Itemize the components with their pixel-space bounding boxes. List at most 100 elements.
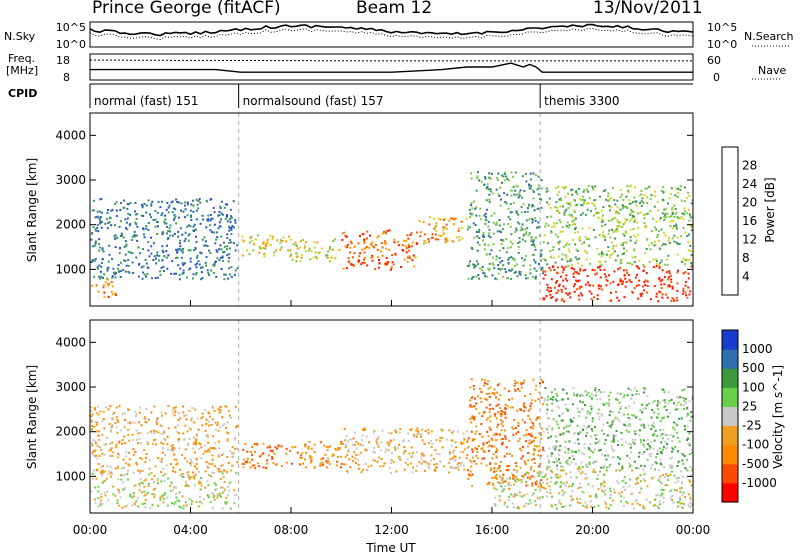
scatter-cell [649, 210, 652, 213]
scatter-cell [466, 439, 469, 442]
scatter-cell [593, 506, 596, 508]
scatter-cell [684, 231, 687, 234]
scatter-cell [504, 268, 507, 271]
scatter-cell [673, 489, 676, 492]
power-colorbar-tick-1: 8 [742, 251, 750, 265]
scatter-cell [289, 255, 292, 258]
scatter-cell [669, 225, 672, 227]
scatter-cell [439, 439, 442, 442]
scatter-cell [641, 453, 644, 456]
scatter-cell [132, 471, 135, 474]
scatter-cell [532, 424, 535, 427]
scatter-cell [654, 468, 656, 471]
scatter-cell [155, 430, 158, 433]
scatter-cell [583, 446, 586, 449]
scatter-cell [689, 474, 692, 477]
scatter-cell [94, 228, 97, 231]
scatter-cell [254, 238, 257, 241]
scatter-cell [162, 265, 165, 268]
scatter-cell [236, 461, 239, 464]
scatter-cell [585, 251, 588, 254]
scatter-cell [576, 258, 579, 261]
scatter-cell [320, 458, 323, 461]
y-tick-label-1: 2000 [55, 425, 86, 439]
velocity-colorbar-swatch-7 [722, 349, 738, 369]
scatter-cell [213, 494, 216, 497]
scatter-cell [643, 465, 646, 468]
scatter-cell [150, 204, 153, 207]
scatter-cell [213, 498, 216, 501]
scatter-cell [116, 209, 119, 212]
scatter-cell [487, 267, 490, 270]
scatter-cell [251, 458, 254, 461]
scatter-cell [145, 417, 147, 420]
scatter-cell [625, 441, 628, 444]
scatter-cell [612, 437, 615, 440]
scatter-cell [689, 250, 692, 253]
scatter-cell [294, 241, 297, 244]
scatter-cell [562, 398, 565, 401]
scatter-cell [501, 181, 503, 184]
scatter-cell [610, 447, 613, 450]
scatter-cell [170, 449, 172, 452]
scatter-cell [561, 186, 564, 189]
scatter-cell [193, 230, 195, 233]
scatter-cell [264, 245, 267, 248]
scatter-cell [691, 224, 693, 227]
scatter-cell [532, 240, 535, 243]
scatter-cell [143, 485, 146, 488]
scatter-cell [387, 431, 390, 434]
scatter-cell [413, 435, 416, 438]
scatter-cell [145, 478, 147, 481]
scatter-cell [557, 399, 560, 402]
scatter-cell [100, 221, 103, 223]
scatter-cell [141, 502, 144, 505]
scatter-cell [139, 457, 141, 459]
scatter-cell [454, 466, 457, 469]
scatter-cell [204, 261, 207, 264]
scatter-cell [460, 226, 463, 229]
scatter-cell [615, 398, 618, 401]
scatter-cell [90, 238, 93, 241]
scatter-cell [513, 468, 516, 471]
scatter-cell [94, 258, 97, 260]
scatter-cell [670, 187, 673, 190]
scatter-cell [493, 434, 496, 437]
scatter-cell [685, 196, 688, 199]
scatter-cell [420, 435, 422, 438]
scatter-cell [644, 279, 647, 282]
scatter-cell [623, 476, 626, 478]
scatter-cell [361, 248, 364, 251]
scatter-cell [595, 394, 598, 397]
scatter-cell [497, 272, 500, 275]
scatter-cell [373, 446, 375, 449]
scatter-cell [611, 247, 614, 250]
scatter-cell [662, 433, 665, 436]
scatter-cell [619, 196, 622, 199]
scatter-cell [573, 431, 576, 434]
scatter-cell [522, 203, 525, 206]
scatter-cell [553, 445, 556, 448]
scatter-cell [262, 466, 265, 469]
scatter-cell [381, 429, 384, 432]
scatter-cell [134, 210, 136, 213]
scatter-cell [607, 219, 610, 222]
scatter-cell [512, 495, 515, 498]
scatter-cell [483, 272, 486, 275]
scatter-cell [313, 241, 316, 244]
scatter-cell [534, 448, 537, 451]
scatter-cell [629, 464, 632, 467]
scatter-cell [509, 225, 512, 228]
scatter-cell [483, 248, 486, 251]
scatter-cell [676, 187, 679, 190]
scatter-cell [512, 257, 514, 260]
scatter-cell [131, 504, 134, 507]
scatter-cell [638, 267, 641, 270]
scatter-cell [586, 281, 589, 284]
scatter-cell [103, 291, 106, 294]
scatter-cell [686, 406, 689, 409]
scatter-cell [613, 230, 616, 233]
scatter-cell [676, 299, 679, 302]
scatter-cell [529, 477, 531, 480]
scatter-cell [410, 428, 413, 430]
